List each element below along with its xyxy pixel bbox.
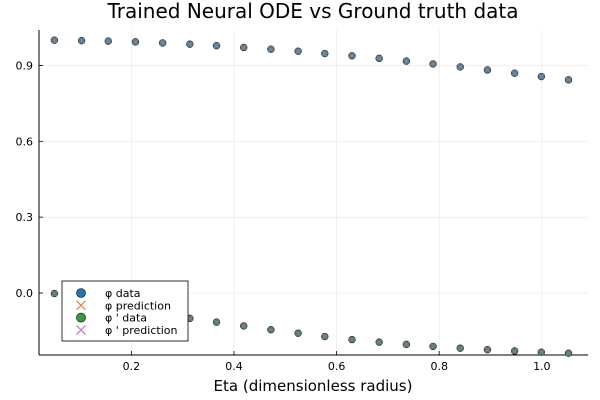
point-phi-prediction (51, 37, 58, 44)
x-tick-label: 0.2 (123, 360, 141, 373)
point-phi-prime-prediction (457, 345, 464, 352)
point-phi-prime-prediction (430, 343, 436, 350)
y-tick-label: 0.0 (16, 287, 34, 300)
point-phi-prediction (538, 73, 545, 80)
point-phi-prediction (484, 67, 491, 73)
point-phi-prediction (565, 76, 572, 83)
point-phi-prime-prediction (213, 319, 220, 326)
point-phi-prime-prediction (484, 346, 491, 353)
legend-marker-circle (76, 312, 86, 323)
point-phi-prediction (457, 64, 464, 70)
legend-entry-label: φ ' data (105, 312, 147, 325)
point-phi-prime-prediction (295, 330, 301, 337)
point-phi-prediction (105, 38, 112, 45)
legend-entry-label: φ data (105, 287, 141, 300)
point-phi-prime-prediction (403, 341, 410, 348)
point-phi-prediction (159, 40, 166, 46)
point-phi-prediction (321, 50, 328, 57)
point-phi-prediction (430, 61, 436, 67)
x-axis-label: Eta (dimensionless radius) (214, 377, 413, 395)
point-phi-prediction (295, 48, 301, 55)
x-tick-label: 0.4 (225, 360, 243, 373)
point-phi-prime-prediction (240, 323, 247, 329)
axes (38, 30, 588, 356)
point-phi-prediction (268, 46, 274, 53)
y-tick-label: 0.3 (16, 211, 34, 224)
point-phi-prediction (132, 39, 139, 45)
point-phi-prediction (376, 55, 383, 62)
legend-entry-label: φ prediction (105, 299, 171, 312)
chart-title: Trained Neural ODE vs Ground truth data (106, 0, 518, 23)
point-phi-prediction (511, 70, 518, 77)
legend-marker-x (76, 324, 86, 335)
point-phi-prediction (349, 52, 355, 59)
point-phi-prime-prediction (321, 333, 328, 340)
legend-marker-circle (76, 288, 86, 298)
point-phi-prediction (186, 41, 193, 48)
point-phi-prime-prediction (268, 326, 274, 333)
point-phi-prime-prediction (349, 336, 355, 343)
legend-marker-x (76, 300, 86, 311)
point-phi-prediction (213, 42, 220, 49)
point-phi-prediction (240, 44, 247, 51)
point-phi-prime-prediction (565, 350, 572, 357)
x-tick-label: 0.6 (328, 360, 346, 373)
x-tick-label: 1.0 (533, 360, 551, 373)
legend-entry-label: φ ' prediction (105, 324, 177, 337)
point-phi-prime-prediction (511, 348, 518, 354)
x-tick-label: 0.8 (430, 360, 448, 373)
point-phi-prime-prediction (51, 290, 58, 297)
tick-labels: 0.2 0.4 0.6 0.8 1.0 0.0 0.3 0.6 0.9 (16, 59, 551, 373)
point-phi-prime-prediction (376, 339, 383, 345)
point-phi-prediction (403, 58, 410, 64)
point-phi-prime-prediction (538, 349, 545, 356)
point-phi-prediction (78, 37, 85, 44)
y-tick-label: 0.9 (16, 59, 34, 72)
y-tick-label: 0.6 (16, 135, 34, 148)
